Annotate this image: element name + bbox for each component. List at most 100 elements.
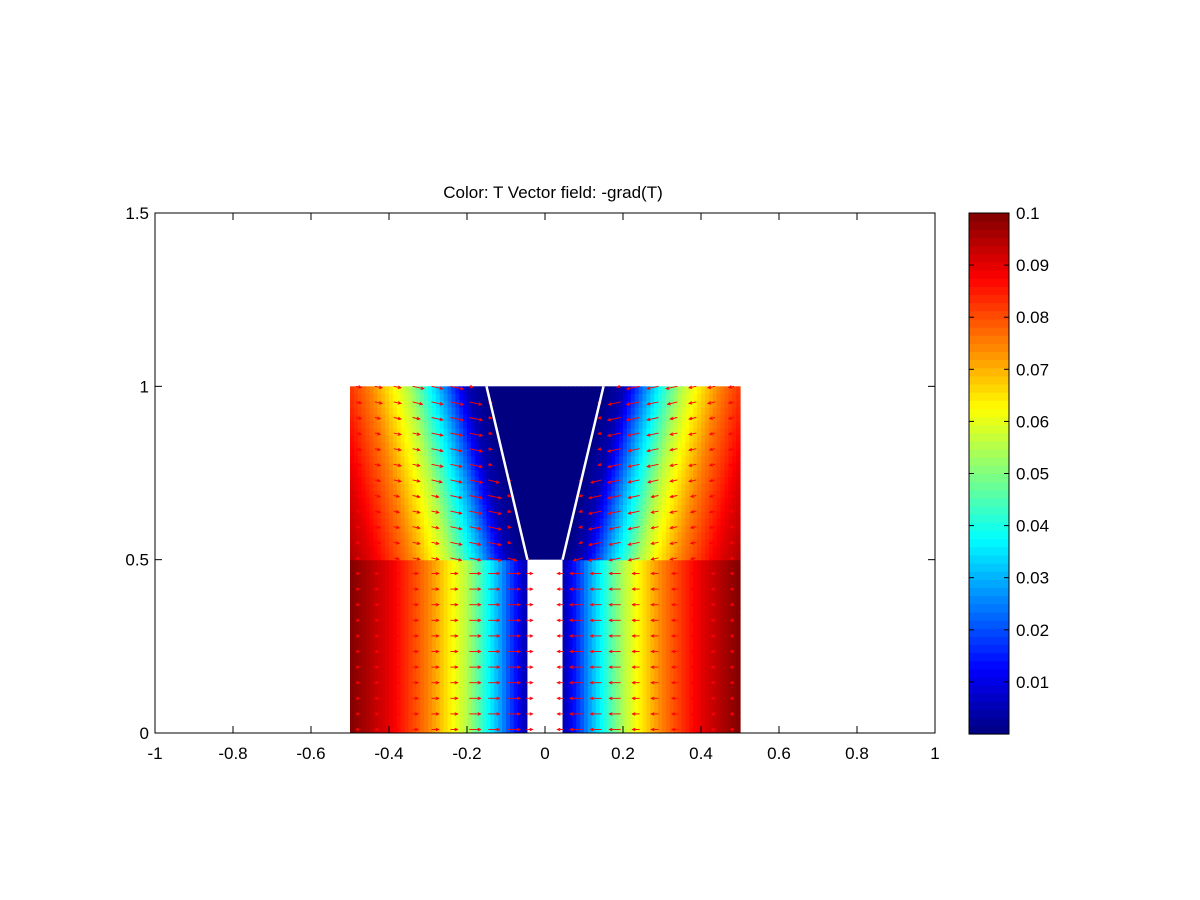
field-cell (712, 525, 718, 533)
field-cell (420, 414, 425, 422)
field-cell (560, 649, 566, 658)
field-cell (447, 566, 452, 575)
field-cell (404, 518, 410, 526)
field-cell (509, 719, 515, 727)
field-cell (439, 691, 445, 699)
field-cell (439, 414, 445, 422)
field-cell (392, 518, 398, 526)
field-cell (572, 705, 577, 713)
field-cell (595, 705, 601, 713)
field-cell (599, 545, 605, 554)
field-cell (521, 608, 527, 616)
field-cell (506, 698, 511, 706)
field-cell (455, 483, 460, 491)
field-cell (428, 483, 433, 491)
field-cell (455, 538, 460, 547)
field-cell (513, 545, 519, 554)
field-cell (603, 649, 608, 658)
field-cell (704, 462, 710, 471)
field-cell (467, 649, 472, 658)
field-cell (381, 642, 386, 651)
field-cell (708, 434, 714, 443)
field-cell (350, 400, 355, 408)
field-cell (517, 559, 523, 568)
field-cell (502, 622, 507, 630)
field-cell (716, 705, 722, 713)
field-cell (697, 552, 702, 561)
field-cell (435, 573, 441, 582)
field-cell (428, 525, 433, 533)
field-cell (568, 552, 573, 561)
field-cell (369, 434, 374, 443)
field-cell (517, 518, 523, 526)
field-cell (490, 649, 495, 658)
field-cell (525, 531, 530, 540)
field-cell (439, 427, 445, 436)
field-cell (361, 414, 367, 422)
field-cell (506, 504, 511, 512)
field-cell (630, 656, 636, 665)
field-cell (560, 427, 566, 436)
field-cell (478, 642, 484, 651)
field-cell (381, 698, 386, 706)
field-cell (373, 580, 378, 588)
field-cell (728, 629, 733, 637)
field-cell (435, 434, 441, 443)
field-cell (525, 407, 530, 415)
field-cell (537, 525, 542, 533)
field-cell (389, 642, 394, 651)
field-cell (494, 580, 499, 588)
field-cell (545, 469, 550, 478)
field-cell (560, 393, 566, 401)
field-cell (470, 719, 476, 727)
field-cell (443, 386, 449, 394)
field-cell (728, 427, 733, 436)
field-cell (521, 448, 527, 457)
field-cell (724, 684, 729, 692)
field-cell (662, 448, 667, 457)
field-cell (634, 531, 640, 540)
field-cell (392, 719, 398, 727)
field-cell (626, 531, 632, 540)
field-cell (467, 712, 472, 720)
field-cell (568, 531, 573, 540)
field-cell (599, 677, 605, 686)
field-cell (400, 386, 406, 394)
field-cell (521, 698, 527, 706)
field-cell (521, 663, 527, 672)
field-cell (482, 587, 488, 595)
field-cell (517, 483, 523, 491)
field-cell (720, 698, 725, 706)
field-cell (357, 684, 363, 692)
field-cell (716, 691, 722, 699)
field-cell (712, 469, 718, 478)
field-cell (665, 649, 671, 658)
field-cell (424, 469, 429, 478)
field-cell (611, 421, 616, 429)
field-cell (439, 393, 445, 401)
field-cell (365, 663, 371, 672)
field-cell (638, 587, 644, 595)
field-cell (412, 629, 417, 637)
field-cell (431, 455, 437, 464)
field-cell (513, 712, 519, 720)
field-cell (587, 622, 593, 630)
field-cell (685, 691, 690, 699)
field-cell (638, 622, 644, 630)
field-cell (634, 635, 640, 644)
field-cell (404, 441, 410, 450)
field-cell (517, 615, 523, 623)
field-cell (529, 476, 534, 484)
field-cell (431, 608, 437, 616)
field-cell (353, 434, 359, 443)
field-cell (665, 580, 671, 588)
field-cell (634, 698, 640, 706)
field-cell (357, 691, 363, 699)
field-cell (697, 483, 702, 491)
field-cell (626, 511, 632, 519)
field-cell (724, 518, 729, 526)
field-cell (568, 691, 573, 699)
field-cell (506, 545, 511, 554)
field-cell (685, 455, 690, 464)
field-cell (603, 726, 608, 733)
